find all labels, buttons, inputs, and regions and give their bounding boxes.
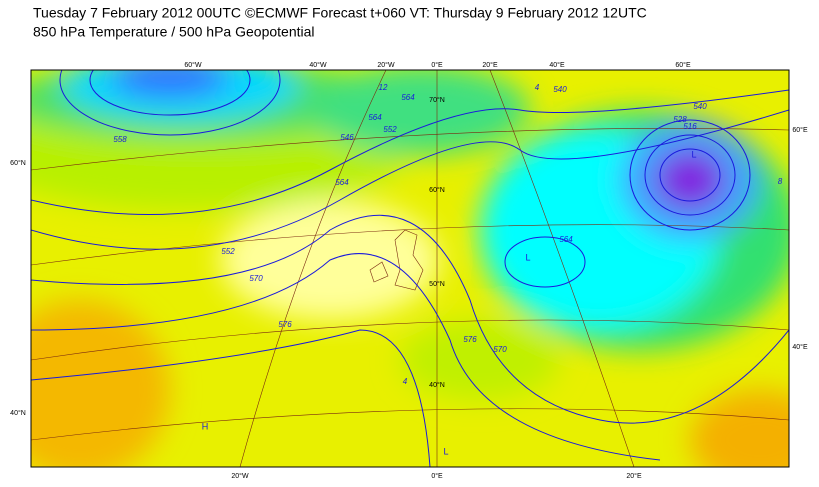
pressure-center: L: [691, 149, 696, 159]
graticule-label: 60°W: [184, 61, 202, 69]
graticule-label: 60°N: [10, 159, 26, 167]
graticule-label: 40°N: [429, 381, 445, 389]
graticule-label: 60°N: [429, 186, 445, 194]
contour-label: 564: [559, 235, 573, 244]
contour-label: 4: [535, 83, 540, 92]
contour-label: 8: [778, 177, 783, 186]
map-field: [31, 70, 789, 467]
pressure-center: H: [202, 421, 209, 431]
graticule-label: 40°E: [792, 343, 808, 351]
contour-label: 12: [379, 83, 388, 92]
graticule-label: 40°E: [549, 61, 565, 69]
graticule-label: 20°W: [231, 472, 249, 480]
subtitle: 850 hPa Temperature / 500 hPa Geopotenti…: [33, 24, 315, 40]
contour-label: 564: [335, 178, 349, 187]
contour-label: 564: [368, 113, 382, 122]
contour-label: 540: [693, 102, 707, 111]
graticule-label: 20°W: [377, 61, 395, 69]
pressure-center: L: [525, 252, 530, 262]
contour-label: 4: [403, 377, 408, 386]
contour-label: 552: [383, 125, 397, 134]
contour-label: 570: [493, 345, 507, 354]
title: Tuesday 7 February 2012 00UTC ©ECMWF For…: [33, 5, 647, 21]
contour-label: 558: [113, 135, 127, 144]
graticule-label: 50°N: [429, 280, 445, 288]
graticule-label: 0°E: [431, 472, 443, 480]
contour-label: 576: [463, 335, 477, 344]
graticule-label: 70°N: [429, 96, 445, 104]
contour-label: 570: [249, 274, 263, 283]
graticule-label: 0°E: [431, 61, 443, 69]
graticule-label: 20°E: [482, 61, 498, 69]
graticule-label: 60°E: [675, 61, 691, 69]
graticule-label: 60°E: [792, 126, 808, 134]
contour-label: 564: [401, 93, 415, 102]
contour-label: 552: [221, 247, 235, 256]
graticule-label: 40°W: [309, 61, 327, 69]
map-frame: [30, 69, 790, 468]
contour-label: 528: [673, 115, 687, 124]
graticule-label: 40°N: [10, 409, 26, 417]
graticule-label: 20°E: [626, 472, 642, 480]
pressure-center: L: [443, 446, 448, 456]
contour-label: 546: [340, 133, 354, 142]
contour-label: 540: [553, 85, 567, 94]
contour-label: 516: [683, 122, 697, 131]
contour-label: 576: [278, 320, 292, 329]
